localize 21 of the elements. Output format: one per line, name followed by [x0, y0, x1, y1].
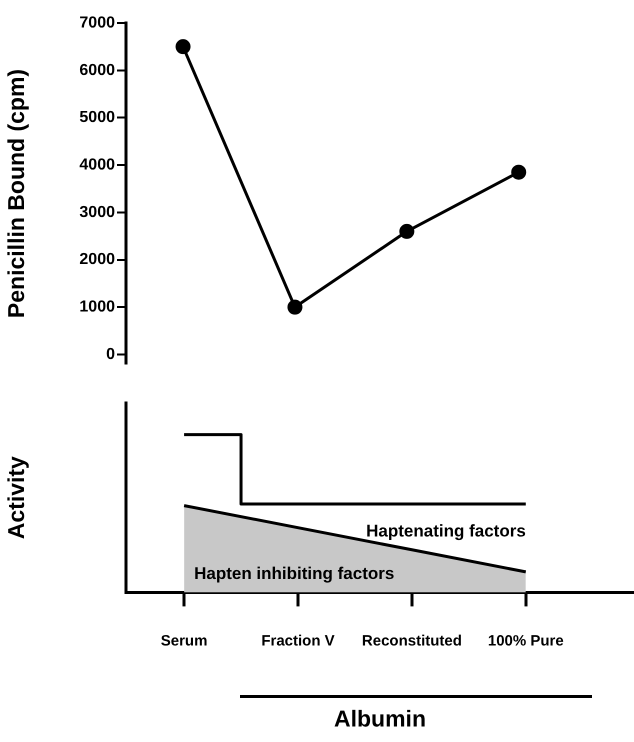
- y-tick-label: 2000: [79, 251, 116, 268]
- x-tick-label: 100% Pure: [488, 632, 564, 650]
- y-tick-label: 5000: [79, 109, 116, 126]
- y-tick-label: 1000: [79, 298, 116, 316]
- y-tick-label: 0: [106, 346, 116, 363]
- y-tick-label: 6000: [79, 62, 116, 79]
- series-label: Haptenating factors: [366, 522, 526, 541]
- y-tick-label: 4000: [79, 156, 116, 174]
- y-tick-label: 7000: [79, 14, 116, 32]
- x-tick-label: Reconstituted: [362, 632, 462, 650]
- x-axis-title: Albumin: [334, 706, 426, 732]
- point: [287, 300, 302, 315]
- y-axis-title: Activity: [3, 456, 30, 540]
- y-axis-title: Penicillin Bound (cpm): [3, 68, 30, 318]
- y-tick-label: 3000: [79, 204, 116, 221]
- series-label: Hapten inhibiting factors: [194, 564, 394, 583]
- point: [511, 164, 526, 180]
- point: [399, 224, 414, 239]
- x-tick-label: Serum: [160, 632, 208, 650]
- point: [176, 39, 191, 54]
- x-tick-label: Fraction V: [261, 632, 335, 650]
